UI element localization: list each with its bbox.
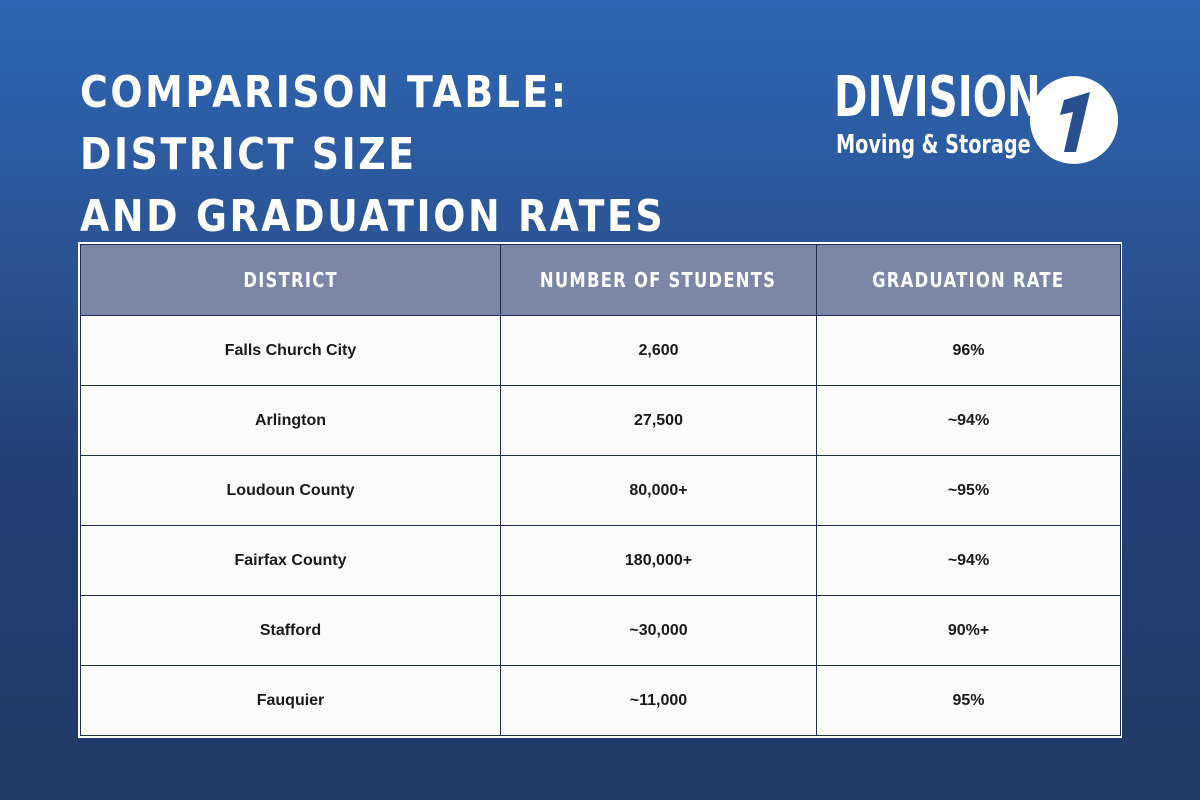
column-header-number-of-students: NUMBER OF STUDENTS [500, 244, 817, 316]
cell-district: Fairfax County [80, 525, 501, 596]
page-title: COMPARISON TABLE: DISTRICT SIZE AND GRAD… [80, 62, 716, 248]
cell-district: Fauquier [80, 665, 501, 736]
cell-number-of-students: ~11,000 [500, 665, 817, 736]
logo-wordmark: DIVISION [834, 65, 1041, 130]
table-header-row: DISTRICT NUMBER OF STUDENTS GRADUATION R… [80, 244, 1121, 316]
page-title-line-1: COMPARISON TABLE: DISTRICT SIZE [80, 67, 569, 180]
cell-number-of-students: 27,500 [500, 385, 817, 456]
cell-district: Loudoun County [80, 455, 501, 526]
cell-number-of-students: ~30,000 [500, 595, 817, 666]
division-1-logo: DIVISION 1 Moving & Storage [834, 66, 1124, 166]
cell-graduation-rate: ~94% [816, 525, 1121, 596]
table-row: Loudoun County 80,000+ ~95% [80, 455, 1121, 526]
cell-graduation-rate: 96% [816, 315, 1121, 386]
cell-district: Falls Church City [80, 315, 501, 386]
table-row: Fairfax County 180,000+ ~94% [80, 525, 1121, 596]
comparison-table: DISTRICT NUMBER OF STUDENTS GRADUATION R… [80, 244, 1121, 736]
column-header-label: DISTRICT [243, 268, 338, 292]
column-header-district: DISTRICT [80, 244, 501, 316]
cell-number-of-students: 2,600 [500, 315, 817, 386]
cell-number-of-students: 180,000+ [500, 525, 817, 596]
comparison-table-frame: DISTRICT NUMBER OF STUDENTS GRADUATION R… [78, 242, 1122, 738]
cell-district: Arlington [80, 385, 501, 456]
table-row: Stafford ~30,000 90%+ [80, 595, 1121, 666]
page-title-line-2: AND GRADUATION RATES [80, 191, 666, 242]
cell-district: Stafford [80, 595, 501, 666]
column-header-label: NUMBER OF STUDENTS [540, 268, 777, 292]
cell-graduation-rate: 95% [816, 665, 1121, 736]
column-header-graduation-rate: GRADUATION RATE [816, 244, 1121, 316]
column-header-label: GRADUATION RATE [872, 268, 1065, 292]
table-row: Arlington 27,500 ~94% [80, 385, 1121, 456]
cell-graduation-rate: 90%+ [816, 595, 1121, 666]
logo-subtitle: Moving & Storage [836, 130, 1031, 160]
cell-graduation-rate: ~94% [816, 385, 1121, 456]
cell-number-of-students: 80,000+ [500, 455, 817, 526]
table-row: Fauquier ~11,000 95% [80, 665, 1121, 736]
table-row: Falls Church City 2,600 96% [80, 315, 1121, 386]
logo-number-one-mark: 1 [1026, 72, 1118, 164]
cell-graduation-rate: ~95% [816, 455, 1121, 526]
logo-mark-text: 1 [1026, 72, 1027, 73]
